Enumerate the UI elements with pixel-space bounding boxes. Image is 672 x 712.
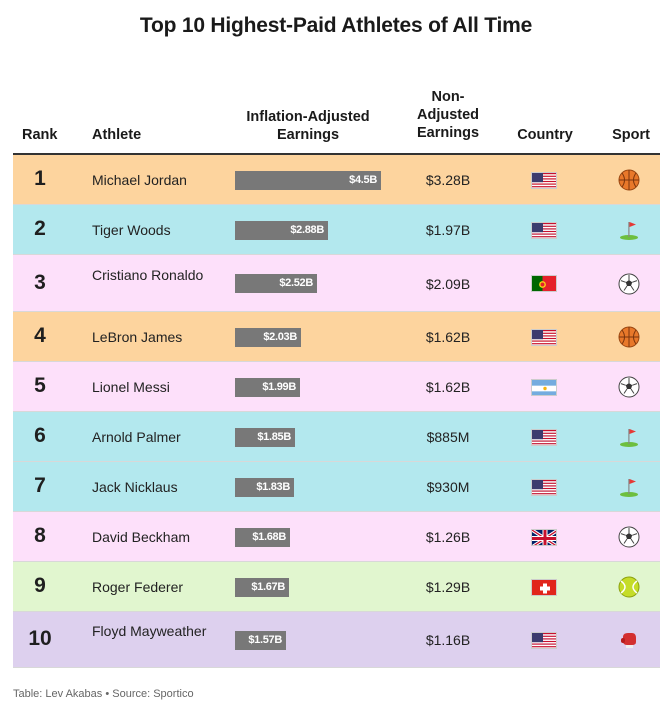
table-row: 10 Floyd Mayweather $1.57B $1.16B — [13, 612, 660, 668]
earnings-bar: $1.99B — [235, 377, 300, 397]
table-row: 8 David Beckham $1.68B $1.26B — [13, 512, 660, 562]
basketball-icon — [618, 326, 640, 348]
rank-value: 1 — [34, 167, 46, 190]
argentina-flag-icon — [531, 378, 557, 396]
athlete-name: Cristiano Ronaldo — [92, 266, 204, 283]
earnings-bar: $2.03B — [235, 327, 301, 347]
earnings-bar: $4.5B — [235, 170, 381, 190]
usa-flag-icon — [531, 221, 557, 239]
header-sport: Sport — [612, 127, 650, 143]
non-adjusted-earnings: $1.62B — [425, 329, 471, 345]
golf-icon — [618, 476, 640, 498]
rank-value: 5 — [34, 374, 46, 397]
header-divider — [13, 153, 660, 155]
rank-value: 6 — [34, 424, 46, 447]
header-non-adjusted: Non-Adjusted Earnings — [416, 89, 480, 141]
soccer-icon — [618, 273, 640, 295]
rank-value: 3 — [34, 270, 46, 294]
usa-flag-icon — [531, 428, 557, 446]
non-adjusted-earnings: $3.28B — [425, 172, 471, 188]
athlete-name: LeBron James — [92, 329, 183, 345]
athlete-name: Lionel Messi — [92, 379, 170, 395]
non-adjusted-earnings: $1.29B — [425, 579, 471, 595]
table-row: 3 Cristiano Ronaldo $2.52B $2.09B — [13, 255, 660, 312]
non-adjusted-earnings: $885M — [426, 429, 470, 445]
boxing-icon — [618, 629, 640, 651]
portugal-flag-icon — [531, 275, 557, 292]
table-row: 4 LeBron James $2.03B $1.62B — [13, 312, 660, 362]
table-row: 1 Michael Jordan $4.5B $3.28B — [13, 155, 660, 205]
uk-flag-icon — [531, 528, 557, 546]
golf-icon — [618, 219, 640, 241]
header-athlete: Athlete — [92, 127, 142, 143]
non-adjusted-earnings: $1.26B — [425, 529, 471, 545]
earnings-bar: $1.85B — [235, 427, 295, 447]
earnings-bar: $2.88B — [235, 220, 328, 240]
header-rank: Rank — [22, 127, 58, 143]
athlete-name: Michael Jordan — [92, 172, 187, 188]
earnings-bar: $1.67B — [235, 577, 289, 597]
tennis-icon — [618, 576, 640, 598]
rank-value: 8 — [34, 524, 46, 547]
earnings-bar: $2.52B — [235, 274, 317, 293]
rank-value: 10 — [28, 627, 52, 650]
athlete-name: Arnold Palmer — [92, 429, 181, 445]
table-row: 6 Arnold Palmer $1.85B $885M — [13, 412, 660, 462]
table-body: 1 Michael Jordan $4.5B $3.28B 2 Tiger Woods $2… — [13, 155, 660, 668]
earnings-bar: $1.83B — [235, 477, 294, 497]
rank-value: 7 — [34, 474, 46, 497]
athlete-name: Floyd Mayweather — [92, 623, 207, 639]
non-adjusted-earnings: $1.62B — [425, 379, 471, 395]
soccer-icon — [618, 376, 640, 398]
table-row: 5 Lionel Messi $1.99B $1.62B — [13, 362, 660, 412]
soccer-icon — [618, 526, 640, 548]
table-row: 7 Jack Nicklaus $1.83B $930M — [13, 462, 660, 512]
usa-flag-icon — [531, 478, 557, 496]
rank-value: 2 — [34, 217, 46, 240]
athlete-name: Jack Nicklaus — [92, 479, 178, 495]
header-inflation-adjusted: Inflation-Adjusted Earnings — [246, 109, 370, 143]
golf-icon — [618, 426, 640, 448]
chart-title: Top 10 Highest-Paid Athletes of All Time — [139, 14, 533, 37]
basketball-icon — [618, 169, 640, 191]
source-note: Table: Lev Akabas • Source: Sportico — [13, 688, 194, 700]
switzerland-flag-icon — [531, 578, 557, 596]
earnings-bar: $1.68B — [235, 527, 290, 547]
non-adjusted-earnings: $1.16B — [425, 632, 471, 648]
non-adjusted-earnings: $1.97B — [425, 222, 471, 238]
non-adjusted-earnings: $930M — [426, 479, 470, 495]
table-row: 9 Roger Federer $1.67B $1.29B — [13, 562, 660, 612]
table-row: 2 Tiger Woods $2.88B $1.97B — [13, 205, 660, 255]
usa-flag-icon — [531, 171, 557, 189]
athlete-name: David Beckham — [92, 529, 191, 545]
athlete-name: Tiger Woods — [92, 222, 171, 238]
non-adjusted-earnings: $2.09B — [425, 275, 471, 292]
athlete-name: Roger Federer — [92, 579, 184, 595]
rank-value: 4 — [34, 324, 46, 347]
usa-flag-icon — [531, 328, 557, 346]
header-country: Country — [517, 127, 573, 143]
earnings-bar: $1.57B — [235, 630, 286, 650]
rank-value: 9 — [34, 574, 46, 597]
usa-flag-icon — [531, 631, 557, 649]
